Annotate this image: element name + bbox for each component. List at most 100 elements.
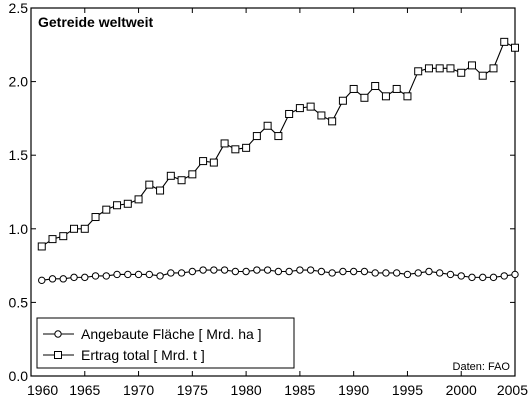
data-point-circle <box>468 273 476 282</box>
data-point-circle <box>253 266 261 274</box>
data-point-circle <box>242 267 250 276</box>
data-point-circle <box>296 266 304 274</box>
data-point-square <box>134 195 143 204</box>
y-tick-label: 2.0 <box>9 74 29 90</box>
data-point-circle <box>349 267 358 276</box>
data-point-square <box>349 84 358 93</box>
axis-ticks <box>30 7 516 377</box>
data-point-square <box>113 201 122 210</box>
data-point-square <box>381 92 390 101</box>
data-point-circle <box>285 267 293 276</box>
data-point-circle <box>113 270 121 279</box>
data-point-square <box>489 64 498 73</box>
data-point-circle <box>339 267 347 276</box>
data-point-square <box>392 84 401 93</box>
data-point-square <box>252 132 261 141</box>
series-layer <box>37 37 519 285</box>
x-tick-label: 2005 <box>497 382 528 398</box>
data-point-circle <box>145 270 154 279</box>
y-axis-tick-labels: 0.0 0.5 1.0 1.5 2.0 2.5 <box>9 0 29 384</box>
data-point-circle <box>102 272 110 280</box>
data-point-circle <box>360 267 369 276</box>
series-ertrag-total <box>37 37 519 251</box>
data-point-circle <box>167 269 175 277</box>
data-point-circle <box>59 275 67 283</box>
data-point-circle <box>489 273 498 282</box>
x-tick-label: 1975 <box>177 382 208 398</box>
data-point-circle <box>403 270 412 279</box>
data-point-square <box>435 64 444 73</box>
data-point-circle <box>134 270 143 279</box>
data-point-square <box>403 92 412 101</box>
data-point-circle <box>425 267 433 276</box>
x-tick-label: 2000 <box>446 382 477 398</box>
data-point-circle <box>457 272 465 280</box>
data-point-circle <box>500 272 508 280</box>
data-point-square <box>285 109 294 118</box>
data-point-square <box>338 96 347 105</box>
data-point-circle <box>479 273 487 282</box>
data-point-square <box>306 102 315 111</box>
legend-item-area: Angebaute Fläche [ Mrd. ha ] <box>43 326 262 342</box>
data-point-square <box>317 111 326 120</box>
series-angebaute-flaeche <box>38 266 519 285</box>
data-point-square <box>209 158 218 167</box>
data-point-circle <box>436 269 444 277</box>
data-point-square <box>424 64 433 73</box>
legend: Angebaute Fläche [ Mrd. ha ] Ertrag tota… <box>36 317 295 369</box>
data-point-square <box>177 176 186 185</box>
legend-label-yield: Ertrag total [ Mrd. t ] <box>81 347 205 363</box>
data-point-circle <box>220 266 229 274</box>
data-point-square <box>478 71 487 80</box>
data-point-square <box>48 235 57 244</box>
data-point-square <box>231 145 240 154</box>
data-point-circle <box>274 267 283 276</box>
data-point-circle <box>306 266 315 274</box>
y-tick-label: 1.5 <box>9 147 29 163</box>
data-point-circle <box>188 267 197 276</box>
data-point-circle <box>38 276 46 285</box>
data-point-circle <box>91 272 100 280</box>
data-point-square <box>328 117 337 126</box>
data-point-square <box>123 199 132 208</box>
data-point-circle <box>446 270 455 279</box>
x-tick-label: 1970 <box>123 382 154 398</box>
legend-marker-circle <box>54 330 62 338</box>
data-point-circle <box>414 269 422 277</box>
x-tick-label: 1995 <box>392 382 423 398</box>
data-point-square <box>37 242 46 251</box>
data-point-circle <box>511 270 519 279</box>
data-point-circle <box>70 273 78 282</box>
data-point-square <box>199 157 208 166</box>
data-point-square <box>457 68 466 77</box>
legend-box <box>36 317 295 369</box>
data-point-circle <box>199 266 207 274</box>
data-point-square <box>263 121 272 130</box>
source-note: Daten: FAO <box>453 361 511 373</box>
data-point-square <box>360 93 369 102</box>
data-point-square <box>371 82 380 91</box>
x-axis-tick-labels: 1960 1965 1970 1975 1980 1985 1990 1995 2000 2005 <box>27 382 528 398</box>
data-point-square <box>91 213 100 222</box>
chart-title: Getreide weltweit <box>38 14 153 30</box>
data-point-circle <box>382 269 390 277</box>
data-point-circle <box>156 272 164 280</box>
legend-marker-square <box>54 351 62 359</box>
data-point-square <box>188 170 197 179</box>
series-line <box>41 41 516 247</box>
data-point-circle <box>81 273 89 282</box>
data-point-square <box>220 139 229 148</box>
plot-frame <box>30 7 516 377</box>
data-point-square <box>59 232 68 241</box>
data-point-square <box>295 104 304 113</box>
x-tick-label: 1990 <box>338 382 369 398</box>
y-tick-label: 2.5 <box>9 0 29 16</box>
legend-label-area: Angebaute Fläche [ Mrd. ha ] <box>81 326 262 342</box>
x-tick-label: 1965 <box>69 382 100 398</box>
data-point-circle <box>317 267 326 276</box>
data-point-square <box>511 43 519 52</box>
data-point-circle <box>392 269 401 277</box>
data-point-circle <box>48 275 57 283</box>
data-point-square <box>102 205 111 214</box>
